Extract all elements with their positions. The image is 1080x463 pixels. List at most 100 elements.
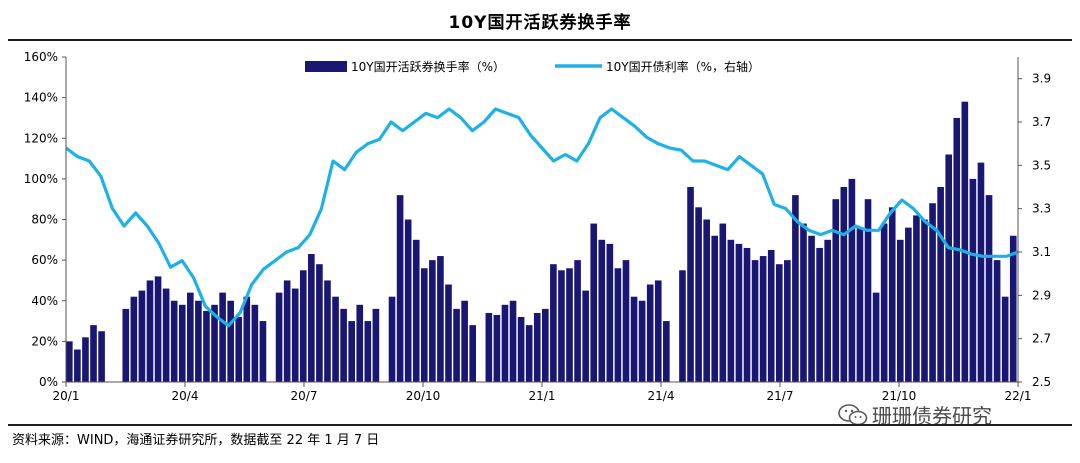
x-tick-label: 21/1 <box>529 389 556 403</box>
bar <box>630 296 638 382</box>
bar <box>864 199 872 382</box>
bar <box>138 290 146 382</box>
right-tick-label: 3.5 <box>1032 158 1051 172</box>
right-tick-label: 3.1 <box>1032 245 1051 259</box>
bar <box>501 304 509 382</box>
bar <box>227 300 234 382</box>
left-tick-label: 40% <box>31 294 58 308</box>
bar <box>896 239 904 382</box>
line-series-yield <box>65 107 1019 328</box>
bar <box>324 280 331 382</box>
bar <box>727 239 735 382</box>
source-note: 资料来源：WIND，海通证券研究所，数据截至 22 年 1 月 7 日 <box>12 433 380 448</box>
bar <box>808 235 815 382</box>
bar <box>187 292 194 383</box>
bar <box>195 300 202 382</box>
bar <box>743 247 751 382</box>
bar <box>719 223 727 382</box>
bar <box>542 308 549 383</box>
bar <box>372 308 380 383</box>
bar <box>679 270 686 382</box>
left-tick-label: 120% <box>24 131 58 145</box>
bar <box>154 276 162 383</box>
bar <box>913 215 920 382</box>
bar <box>888 207 896 382</box>
bar <box>259 321 267 382</box>
bar <box>429 260 436 383</box>
bar <box>961 101 969 382</box>
bar <box>993 260 1001 383</box>
x-tick-label: 22/1 <box>1005 389 1032 403</box>
bottom-rule <box>8 424 1072 426</box>
bar <box>856 227 864 383</box>
bar <box>800 223 807 382</box>
wechat-icon <box>838 403 868 425</box>
bar <box>525 325 533 383</box>
bar <box>82 337 89 382</box>
bar <box>646 284 654 382</box>
bar <box>356 304 364 382</box>
bar <box>703 219 710 382</box>
bar <box>550 264 557 382</box>
bar <box>872 292 880 383</box>
left-tick-label: 60% <box>31 253 58 267</box>
bar <box>283 280 291 382</box>
bar <box>832 199 840 382</box>
bar <box>937 187 944 382</box>
bar <box>775 264 783 382</box>
bar <box>582 290 589 382</box>
bar <box>74 349 81 382</box>
bar <box>340 308 347 383</box>
bar <box>388 296 396 382</box>
bar <box>880 223 888 382</box>
bar <box>574 260 581 383</box>
bar <box>332 296 339 382</box>
x-tick-label: 21/7 <box>767 389 794 403</box>
bar <box>977 162 985 382</box>
left-axis-ticks: 0% 20% 40% 60% 80% 100% 120% 140% 160% <box>24 50 66 389</box>
bar <box>235 317 243 382</box>
bar <box>687 187 694 382</box>
legend-label-bar: 10Y国开活跃券换手率（%） <box>351 59 505 74</box>
right-axis-ticks: 2.5 2.7 2.9 3.1 3.3 3.5 3.7 3.9 <box>1018 72 1051 389</box>
bar <box>203 310 210 382</box>
bar <box>840 187 848 382</box>
bar <box>517 317 525 382</box>
bar <box>66 341 73 383</box>
bar <box>251 304 259 382</box>
bar <box>590 223 598 382</box>
bar <box>291 288 299 382</box>
bar <box>969 178 977 383</box>
bar <box>178 304 186 382</box>
bar <box>792 195 799 382</box>
left-tick-label: 100% <box>24 172 58 186</box>
bar <box>695 207 702 382</box>
x-axis-ticks: 20/1 20/4 20/7 20/10 21/1 21/4 21/7 21/10 22/1 <box>53 382 1032 403</box>
bar <box>219 292 226 383</box>
chart-svg: 0% 20% 40% 60% 80% 100% 120% 140% 160% 2.5 2.7 2.9… <box>24 50 1051 403</box>
x-tick-label: 20/7 <box>291 389 318 403</box>
bar <box>759 256 767 382</box>
bar <box>396 195 404 382</box>
bar <box>211 304 218 382</box>
bar <box>437 256 444 382</box>
bar <box>606 243 614 383</box>
bar <box>299 270 307 382</box>
left-tick-label: 0% <box>39 375 58 389</box>
bar <box>663 321 670 382</box>
bar <box>824 239 831 382</box>
bar <box>848 178 856 383</box>
x-tick-label: 20/4 <box>172 389 199 403</box>
right-tick-label: 3.9 <box>1032 72 1051 86</box>
chart-title: 10Y国开活跃券换手率 <box>448 12 632 33</box>
bar <box>622 260 630 383</box>
bar <box>767 249 775 382</box>
x-tick-label: 21/10 <box>882 389 917 403</box>
bar <box>784 260 791 383</box>
bar <box>654 280 662 382</box>
bar <box>130 296 138 382</box>
bar <box>485 312 493 382</box>
left-tick-label: 140% <box>24 91 58 105</box>
right-tick-label: 3.3 <box>1032 202 1051 216</box>
